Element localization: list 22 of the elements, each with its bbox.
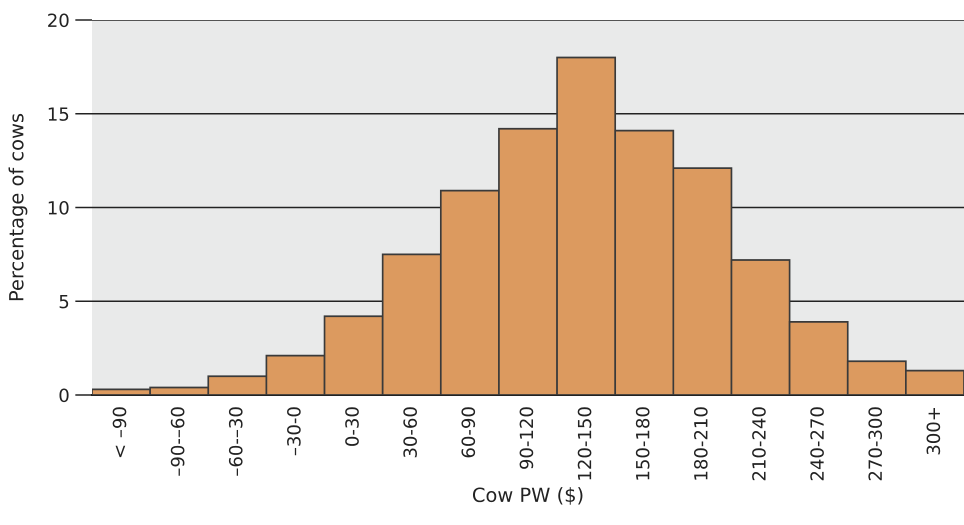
x-tick-label: < –90: [112, 407, 126, 458]
x-tick-label: –30-0: [287, 407, 301, 456]
x-tick-label: 30-60: [403, 407, 417, 458]
y-axis-title: Percentage of cows: [8, 114, 28, 300]
x-tick-label: –60-–30: [228, 407, 243, 476]
x-tick-label: 240-270: [810, 407, 824, 480]
x-tick-label: 300+: [926, 408, 940, 454]
x-tick-label: 210-240: [752, 407, 766, 480]
y-tick-label: 10: [48, 200, 69, 215]
x-tick-label: 0-30: [345, 407, 359, 446]
y-tick-label: 0: [59, 388, 69, 402]
x-tick-label: 120-150: [578, 407, 592, 480]
y-tick-label: 15: [48, 107, 68, 121]
x-tick-label: 180-210: [694, 407, 708, 480]
x-tick-label: 150-180: [636, 407, 650, 480]
x-tick-label: 90-120: [520, 407, 534, 469]
y-tick-label: 20: [48, 13, 69, 28]
y-tick-label: 5: [60, 294, 68, 308]
x-axis-title: Cow PW ($): [472, 487, 582, 505]
x-tick-label: –90-–60: [170, 407, 184, 476]
x-tick-label: 60-90: [461, 407, 476, 458]
x-tick-label: 270-300: [868, 407, 882, 480]
